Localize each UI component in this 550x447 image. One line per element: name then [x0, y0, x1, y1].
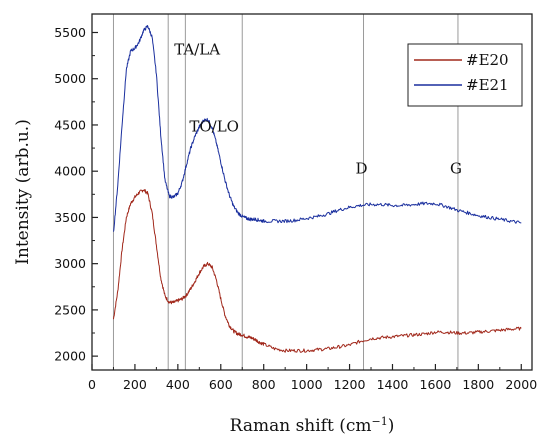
- x-tick-label: 1000: [291, 377, 323, 392]
- legend-box: [407, 43, 523, 107]
- x-tick-label: 200: [123, 377, 147, 392]
- y-tick-label: 3000: [54, 256, 86, 271]
- y-tick-label: 3500: [54, 210, 86, 225]
- x-tick-label: 600: [209, 377, 233, 392]
- annotation-to-lo: TO/LO: [189, 117, 239, 135]
- x-tick-label: 800: [252, 377, 276, 392]
- plot-frame: [91, 13, 533, 371]
- y-tick-label: 4500: [54, 117, 86, 132]
- x-tick-label: 1400: [377, 377, 409, 392]
- series-line-e21: [112, 24, 522, 232]
- y-tick-label: 4000: [54, 164, 86, 179]
- x-axis-title: Raman shift (cm−1): [230, 415, 395, 436]
- legend-label-e20: #E20: [466, 51, 509, 69]
- annotation-ta-la: TA/LA: [174, 41, 220, 59]
- reference-lines: [112, 14, 459, 370]
- y-tick-label: 5500: [54, 25, 86, 40]
- x-tick-label: 400: [166, 377, 190, 392]
- x-axis-title-main: Raman shift (cm: [230, 416, 372, 436]
- x-tick-label: 0: [88, 377, 96, 392]
- legend: #E20 #E21: [407, 43, 523, 107]
- x-tick-label: 1600: [420, 377, 452, 392]
- legend-label-e21: #E21: [466, 76, 509, 94]
- annotation-g: G: [450, 160, 462, 178]
- x-tick-label: 1200: [334, 377, 366, 392]
- y-tick-label: 2000: [54, 349, 86, 364]
- x-axis: 0 200 400 600 800 1000 1200 1400 1600 1800 2000: [88, 364, 537, 392]
- x-axis-title-superscript: −1: [371, 415, 387, 428]
- series-line-e20: [112, 189, 522, 353]
- series-layer: [112, 24, 522, 353]
- x-tick-label: 2000: [505, 377, 537, 392]
- x-tick-label: 1800: [462, 377, 494, 392]
- x-axis-title-close: ): [388, 416, 395, 436]
- y-tick-label: 2500: [54, 302, 86, 317]
- y-axis: 2000 2500 3000 3500 4000 4500 5000 5500: [54, 25, 98, 364]
- y-tick-label: 5000: [54, 71, 86, 86]
- annotation-d: D: [355, 160, 367, 178]
- y-axis-title: Intensity (arb.u.): [13, 119, 33, 265]
- peak-annotations: TA/LA TO/LO D G: [174, 41, 462, 178]
